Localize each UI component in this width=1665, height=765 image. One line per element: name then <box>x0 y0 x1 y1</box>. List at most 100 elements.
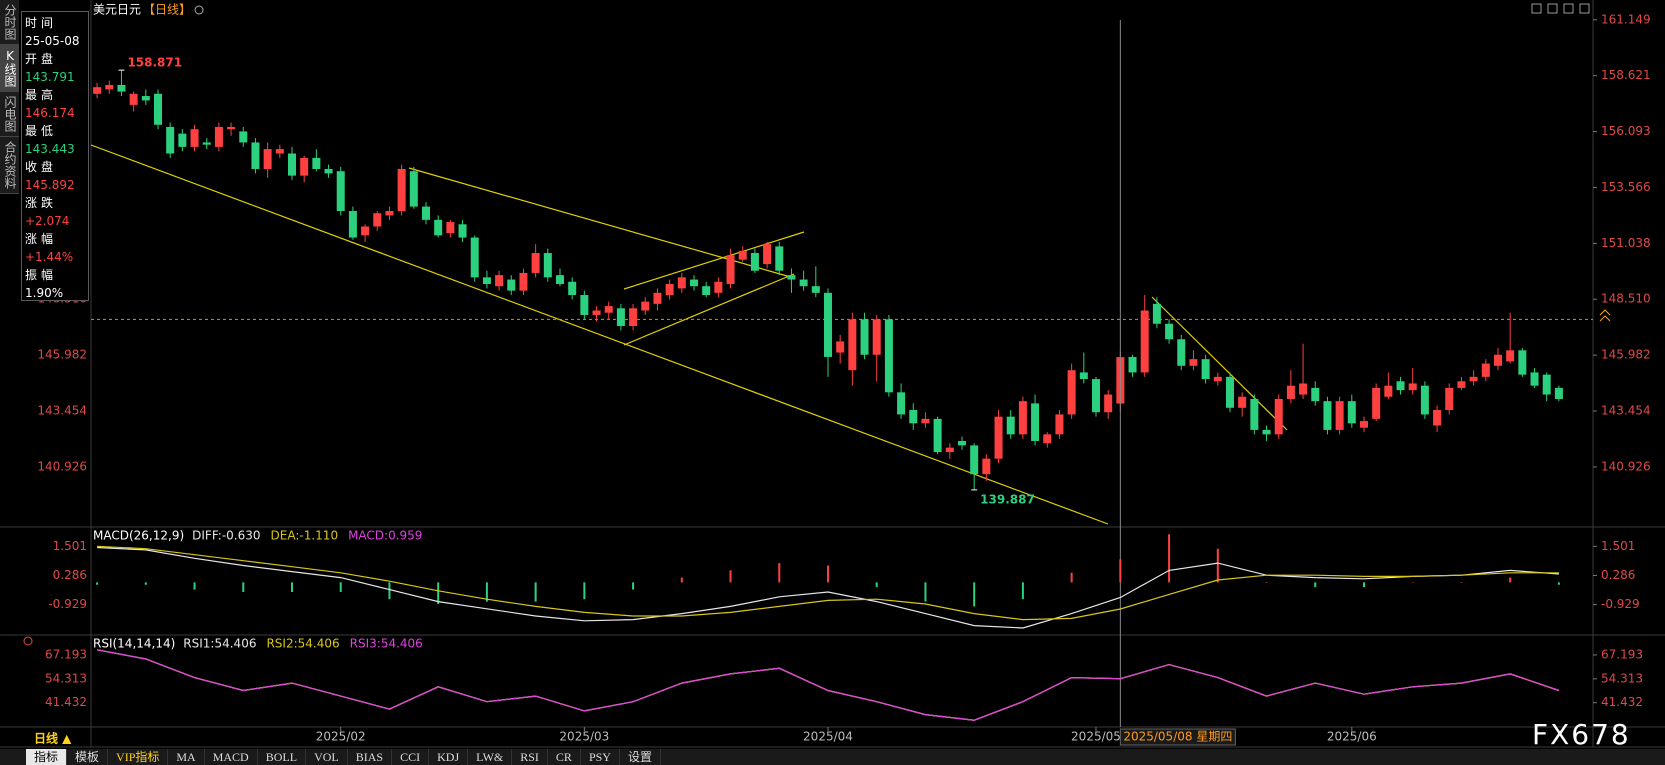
chart-period: 【日线】 <box>143 3 191 17</box>
candle-body <box>945 447 954 453</box>
candle-body <box>616 308 625 326</box>
macd-bar <box>339 582 342 592</box>
min-label: 139.887 <box>980 492 1035 506</box>
zoom-icon <box>194 5 204 15</box>
toolbar-item[interactable]: MACD <box>205 749 258 765</box>
candle-body <box>1323 401 1332 430</box>
price-marker <box>1599 309 1611 322</box>
legend-entry: DEA:-1.110 <box>271 529 339 543</box>
candle-body <box>263 149 272 169</box>
candle-body <box>214 126 223 147</box>
info-label: 振幅 <box>25 268 58 282</box>
candle-body <box>665 283 674 296</box>
candle-body <box>1542 374 1551 395</box>
toolbar-item[interactable]: 设置 <box>620 749 661 765</box>
y-tick-label: 0.286 <box>1601 568 1635 582</box>
candle-body <box>361 226 370 236</box>
candle-body <box>251 142 260 169</box>
toolbar-item[interactable]: BOLL <box>258 749 307 765</box>
candle-body <box>702 286 711 296</box>
settings-icon[interactable] <box>23 636 33 646</box>
panel-title: MACD(26,12,9) <box>93 529 184 543</box>
candle-body <box>543 253 552 278</box>
y-tick-label: 145.982 <box>1601 348 1651 362</box>
y-tick-label: 140.926 <box>37 459 87 473</box>
indicator-line <box>97 546 1559 629</box>
candle-body <box>1262 429 1271 435</box>
period-button[interactable]: 日线 ▲ <box>34 731 72 746</box>
macd-bar <box>534 582 537 602</box>
toolbar-item[interactable]: PSY <box>581 749 620 765</box>
panel-title: RSI(14,14,14) <box>93 637 175 651</box>
candle-body <box>129 93 138 105</box>
x-tick-label: 2025/03 <box>559 730 609 744</box>
macd-bar <box>1460 582 1463 583</box>
candle-body <box>1043 434 1052 444</box>
y-tick-label: 161.149 <box>1601 12 1651 26</box>
candle-body <box>434 219 443 236</box>
macd-bar <box>96 582 99 585</box>
toolbar-item[interactable]: MA <box>168 749 205 765</box>
macd-bar <box>680 577 683 583</box>
toolbar-item[interactable]: 指标 <box>26 749 68 765</box>
trend-line <box>408 167 795 279</box>
candle-body <box>580 295 589 315</box>
candle-body <box>811 286 820 293</box>
candle-body <box>689 279 698 287</box>
candle-body <box>1518 350 1527 375</box>
candle-body <box>1384 385 1393 397</box>
y-tick-label: 148.510 <box>1601 292 1651 306</box>
y-tick-label: 156.093 <box>1601 124 1651 138</box>
candle-body <box>714 281 723 293</box>
candle-body <box>1238 396 1247 408</box>
candle-body <box>1457 381 1466 388</box>
candle-body <box>1006 416 1015 435</box>
candle-body <box>117 84 126 92</box>
candle-body <box>385 211 394 216</box>
legend-entry: RSI3:54.406 <box>350 637 423 651</box>
candle-body <box>641 301 650 311</box>
side-tab[interactable]: 分时图 <box>0 0 19 45</box>
candle-body <box>994 416 1003 459</box>
candle-body <box>921 418 930 424</box>
toolbar-item[interactable]: RSI <box>512 749 548 765</box>
candle-body <box>982 458 991 475</box>
candle-body <box>1128 356 1137 373</box>
info-label: 收盘 <box>25 160 58 174</box>
candle-body <box>909 410 918 424</box>
macd-bar <box>242 582 245 592</box>
side-tab[interactable]: K线图 <box>0 45 19 92</box>
candle-body <box>1347 401 1356 424</box>
info-value: 146.174 <box>25 106 75 120</box>
candle-body <box>957 440 966 446</box>
info-label: 涨跌 <box>25 196 58 210</box>
candle-body <box>872 319 881 355</box>
candle-body <box>153 93 162 125</box>
y-tick-label: 143.454 <box>1601 404 1651 418</box>
max-label: 158.871 <box>127 56 182 70</box>
side-tab[interactable]: 闪电图 <box>0 92 19 137</box>
toolbar-item[interactable]: VOL <box>306 749 348 765</box>
toolbar-item[interactable]: LW& <box>468 749 513 765</box>
info-label: 最高 <box>25 88 58 102</box>
toolbar-item[interactable]: CR <box>548 749 581 765</box>
toolbar-item[interactable]: VIP指标 <box>108 749 169 765</box>
candle-body <box>446 222 455 234</box>
macd-bar <box>1168 534 1171 583</box>
candle-body <box>1396 381 1405 391</box>
candle-body <box>482 277 491 284</box>
candle-body <box>178 133 187 147</box>
toolbar-item[interactable]: BIAS <box>348 749 393 765</box>
trend-line <box>623 231 805 290</box>
trend-line <box>90 144 1109 525</box>
candle-body <box>1201 359 1210 380</box>
toolbar-item[interactable]: 模板 <box>67 749 109 765</box>
toolbar-item[interactable]: KDJ <box>429 749 469 765</box>
info-label: 时间 <box>25 16 58 30</box>
candle-body <box>141 96 150 101</box>
window-icons[interactable] <box>1531 3 1590 14</box>
toolbar-item[interactable]: CCI <box>392 749 430 765</box>
side-tab[interactable]: 合约资料 <box>0 137 19 194</box>
